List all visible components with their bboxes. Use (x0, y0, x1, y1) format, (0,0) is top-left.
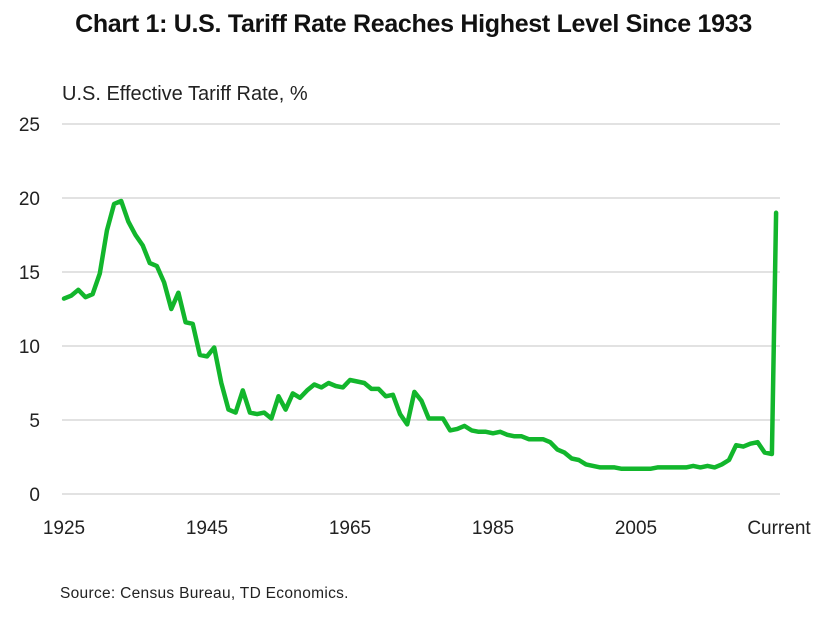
y-tick-label: 15 (19, 263, 40, 284)
y-axis-ticks: 0 5 10 15 20 25 (19, 115, 40, 506)
y-tick-label: 20 (19, 189, 40, 210)
series-line-tariff-rate (61, 198, 779, 472)
x-tick-label: 1965 (329, 518, 371, 539)
x-tick-label: 1925 (43, 518, 85, 539)
source-note: Source: Census Bureau, TD Economics. (60, 585, 349, 602)
gridlines (62, 123, 780, 495)
x-axis-ticks: 1925 1945 1965 1985 2005 Current (43, 518, 812, 539)
y-tick-label: 0 (29, 485, 40, 506)
series-lines (61, 198, 779, 472)
x-tick-label: 2005 (615, 518, 657, 539)
y-axis-label: U.S. Effective Tariff Rate, % (62, 83, 308, 105)
x-tick-label: Current (747, 518, 811, 539)
y-tick-label: 10 (19, 337, 40, 358)
y-tick-label: 25 (19, 115, 40, 136)
y-tick-label: 5 (29, 411, 40, 432)
chart-title: Chart 1: U.S. Tariff Rate Reaches Highes… (75, 10, 752, 38)
x-tick-label: 1945 (186, 518, 228, 539)
x-tick-label: 1985 (472, 518, 514, 539)
